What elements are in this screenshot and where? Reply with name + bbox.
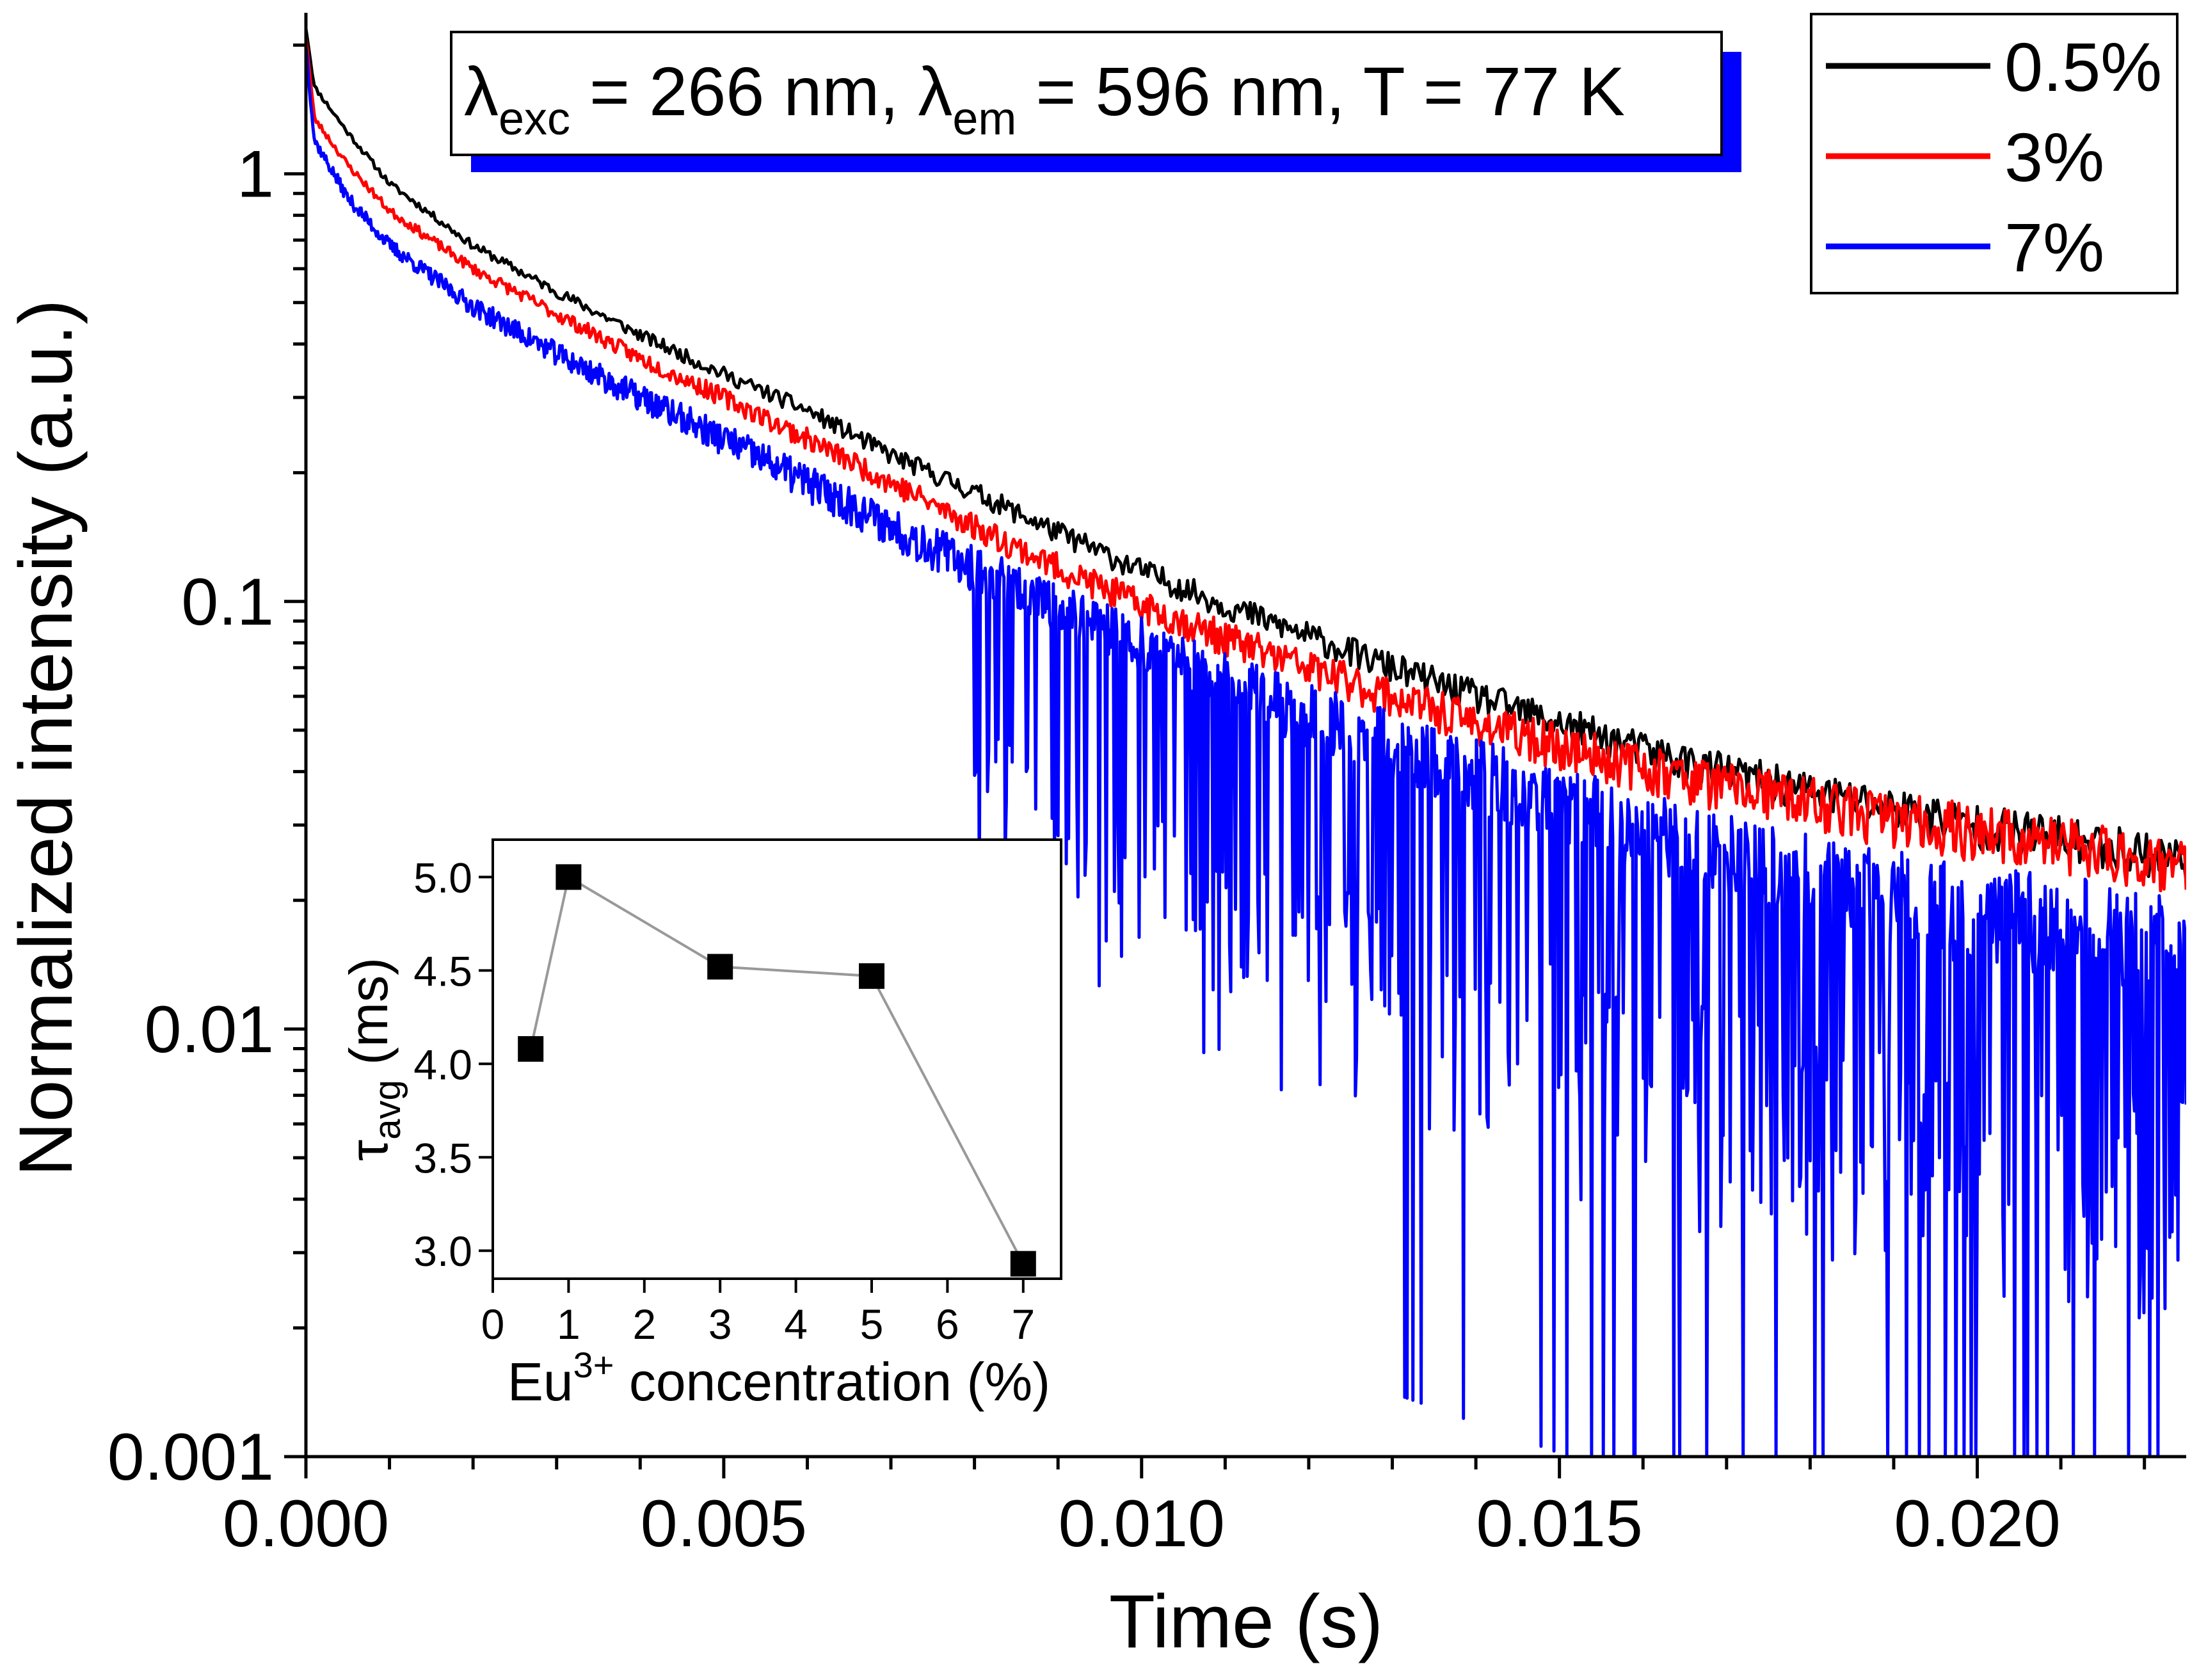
legend: 0.5% 3% 7% bbox=[1810, 13, 2179, 294]
inset-y-tick-label: 3.5 bbox=[413, 1134, 472, 1181]
main-x-axis-title: Time (s) bbox=[1109, 1580, 1383, 1664]
inset-y-tick-label: 3.0 bbox=[413, 1228, 472, 1275]
main-y-tick-label: 0.1 bbox=[181, 565, 274, 639]
main-x-ticks: 0.000 0.005 0.010 0.015 0.020 bbox=[223, 1457, 2147, 1561]
inset-data-point bbox=[1010, 1251, 1036, 1277]
annotation-text: λexc = 266 nm, λem = 596 nm, T = 77 K bbox=[464, 52, 1625, 145]
lambda-symbol: λ bbox=[464, 52, 499, 130]
inset-x-tick-label: 6 bbox=[936, 1300, 959, 1348]
inset-y-tick-label: 4.5 bbox=[413, 947, 472, 995]
inset-data-point bbox=[859, 963, 884, 989]
main-x-tick-label: 0.010 bbox=[1059, 1487, 1225, 1561]
inset-x-tick-label: 3 bbox=[708, 1300, 732, 1348]
annotation-part-2: = 596 nm, T = 77 K bbox=[1016, 52, 1625, 130]
exc-subscript: exc bbox=[499, 93, 570, 145]
main-y-tick-label: 0.001 bbox=[108, 1420, 274, 1494]
inset-xlabel-rest: concentration (%) bbox=[614, 1352, 1050, 1412]
main-axes bbox=[304, 13, 2186, 1459]
main-x-tick-label: 0.005 bbox=[641, 1487, 807, 1561]
annotation-box: λexc = 266 nm, λem = 596 nm, T = 77 K bbox=[450, 31, 1741, 172]
inset-xlabel-sup: 3+ bbox=[573, 1345, 614, 1385]
inset-x-tick-label: 1 bbox=[557, 1300, 580, 1348]
inset-x-ticks: 0 1 2 3 4 5 6 7 bbox=[481, 1279, 1035, 1348]
main-x-tick-label: 0.000 bbox=[223, 1487, 389, 1561]
main-x-tick-label: 0.015 bbox=[1476, 1487, 1643, 1561]
inset-data-point bbox=[518, 1036, 544, 1062]
inset-y-ticks: 3.0 3.5 4.0 4.5 5.0 bbox=[413, 854, 493, 1275]
inset-data-point bbox=[556, 864, 582, 890]
main-y-tick-label: 1 bbox=[237, 138, 274, 212]
main-y-ticks: 1 0.1 0.01 0.001 bbox=[108, 44, 306, 1494]
legend-label-7pct: 7% bbox=[2004, 209, 2104, 286]
series-line-3pct bbox=[306, 37, 2186, 893]
main-x-tick-label: 0.020 bbox=[1894, 1487, 2060, 1561]
annotation-part-1: = 266 nm, bbox=[570, 52, 918, 130]
annotation-frame bbox=[450, 31, 1723, 156]
inset-y-tick-label: 4.0 bbox=[413, 1041, 472, 1088]
inset-x-tick-label: 4 bbox=[784, 1300, 808, 1348]
legend-label-3pct: 3% bbox=[2004, 118, 2104, 196]
main-chart: 0.000 0.005 0.010 0.015 0.020 10.10.010.001 … bbox=[4, 13, 2186, 1664]
inset-frame bbox=[492, 838, 1062, 1280]
inset-x-axis-title: Eu3+ concentration (%) bbox=[508, 1345, 1050, 1412]
inset-ylabel-rest: (ms) bbox=[339, 957, 399, 1080]
inset-x-tick-label: 7 bbox=[1011, 1300, 1035, 1348]
inset-xlabel-eu: Eu bbox=[508, 1352, 573, 1412]
inset-ylabel-sub: avg bbox=[367, 1080, 408, 1140]
inset-x-tick-label: 5 bbox=[860, 1300, 884, 1348]
legend-label-0.5pct: 0.5% bbox=[2004, 28, 2162, 106]
em-subscript: em bbox=[952, 93, 1016, 145]
inset-data-point bbox=[707, 954, 733, 980]
inset-y-tick-label: 5.0 bbox=[413, 854, 472, 901]
inset-ylabel-tau: τ bbox=[339, 1140, 399, 1161]
inset-x-tick-label: 0 bbox=[481, 1300, 505, 1348]
inset-x-tick-label: 2 bbox=[632, 1300, 656, 1348]
inset-y-axis-title: τavg (ms) bbox=[339, 957, 408, 1161]
lambda-symbol-2: λ bbox=[918, 52, 952, 130]
main-y-tick-label: 0.01 bbox=[145, 993, 274, 1067]
series-line-7pct bbox=[306, 47, 2186, 1457]
main-series-group bbox=[306, 28, 2186, 1457]
inset-chart: 0 1 2 3 4 5 6 7 3.0 3.5 4.0 4.5 5.0 Eu3+ concentrat… bbox=[339, 838, 1062, 1412]
main-y-axis-title: Normalized intensity (a.u.) bbox=[4, 300, 88, 1177]
inset-series bbox=[518, 864, 1036, 1277]
